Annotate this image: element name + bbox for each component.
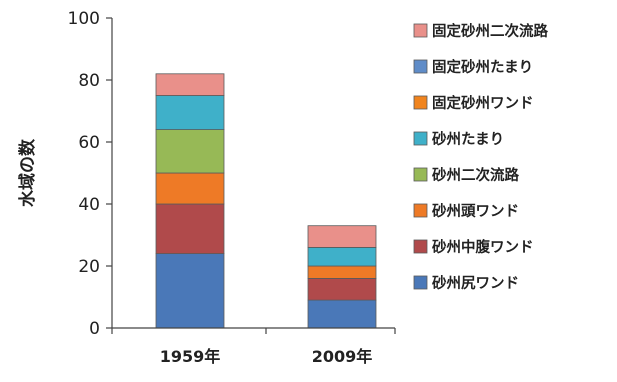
- x-category-label: 1959年: [160, 347, 221, 366]
- legend: 固定砂州二次流路固定砂州たまり固定砂州ワンド砂州たまり砂州二次流路砂州頭ワンド砂…: [413, 22, 548, 292]
- y-tick-label: 80: [78, 71, 100, 91]
- legend-swatch: [413, 167, 428, 182]
- legend-swatch: [413, 275, 428, 290]
- legend-swatch: [413, 95, 428, 110]
- bar-segment: [307, 277, 377, 301]
- y-axis-title: 水域の数: [17, 138, 38, 207]
- legend-swatch: [413, 59, 428, 74]
- bar-segment: [155, 129, 225, 174]
- axes-layer: 0 20 40 60 80 100 1959年 2009年 水域の数: [17, 9, 396, 366]
- legend-label: 固定砂州たまり: [432, 58, 533, 76]
- bar-segment: [155, 172, 225, 205]
- legend-label: 砂州頭ワンド: [432, 202, 519, 220]
- bar-segment: [307, 225, 377, 248]
- legend-swatch: [413, 239, 428, 254]
- legend-label: 固定砂州ワンド: [432, 94, 534, 112]
- x-category-label: 2009年: [312, 347, 373, 366]
- legend-label: 砂州尻ワンド: [432, 274, 519, 292]
- y-tick-label: 60: [78, 133, 100, 153]
- bar-segment: [155, 253, 225, 329]
- bar-segment: [307, 265, 377, 279]
- y-tick-label: 20: [78, 257, 100, 277]
- bar-segment: [307, 299, 377, 329]
- bar-segment: [155, 73, 225, 96]
- y-tick-label: 40: [78, 195, 100, 215]
- bar-segment: [307, 246, 377, 267]
- y-tick-label: 100: [68, 9, 100, 29]
- legend-label: 砂州二次流路: [432, 166, 519, 184]
- bar-segment: [155, 95, 225, 130]
- legend-swatch: [413, 23, 428, 38]
- legend-label: 砂州たまり: [432, 130, 504, 148]
- legend-label: 固定砂州二次流路: [432, 22, 548, 40]
- legend-label: 砂州中腹ワンド: [432, 238, 534, 256]
- legend-swatch: [413, 131, 428, 146]
- bar-segment: [155, 203, 225, 254]
- legend-swatch: [413, 203, 428, 218]
- y-tick-label: 0: [89, 319, 100, 339]
- bars-layer: [155, 73, 377, 329]
